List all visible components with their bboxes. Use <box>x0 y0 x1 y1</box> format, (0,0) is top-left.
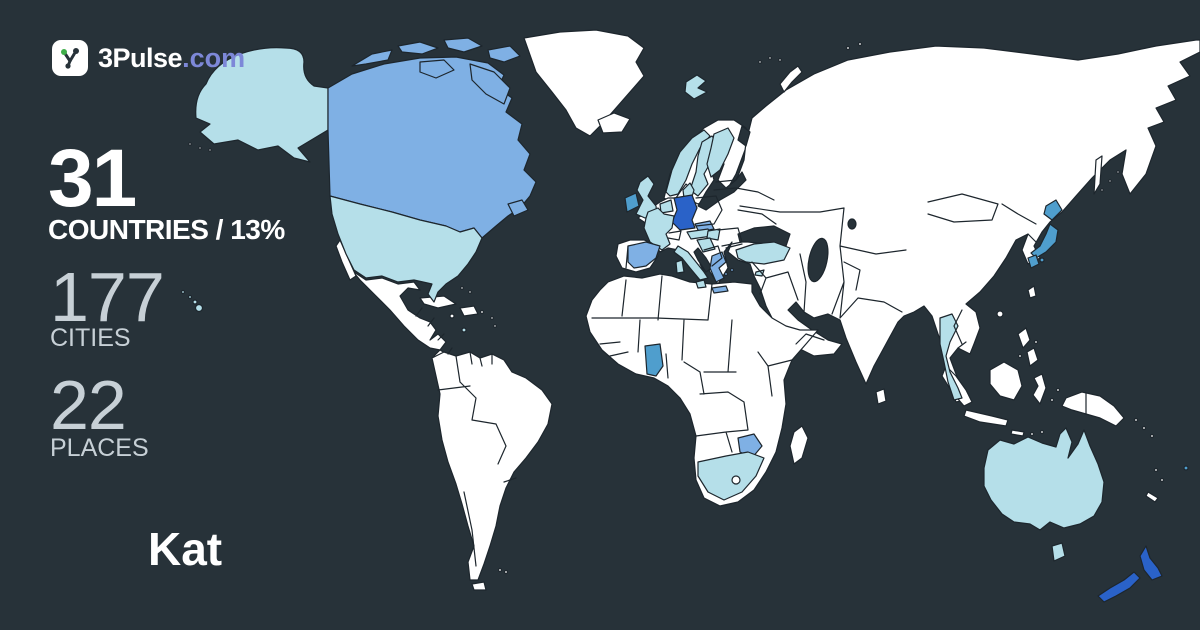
island <box>1149 433 1155 439</box>
country-cuba <box>419 295 457 309</box>
country-ghana <box>644 343 664 377</box>
country-italy <box>673 245 709 289</box>
hawaii-islands <box>180 289 204 313</box>
island <box>1108 179 1112 183</box>
island <box>490 316 494 320</box>
island <box>1100 188 1104 192</box>
eurasia-base <box>615 39 1200 403</box>
island <box>449 313 455 319</box>
aral-sea <box>847 218 857 230</box>
island-franz-josef <box>778 58 782 62</box>
country-japan <box>1027 199 1063 269</box>
country-australia <box>983 427 1105 531</box>
island <box>1116 170 1120 174</box>
country-greece <box>709 251 735 283</box>
country-hispaniola <box>459 305 479 317</box>
country-sakhalin <box>1093 155 1103 195</box>
country-finland <box>706 127 735 178</box>
country-mexico <box>345 255 447 351</box>
country-sulawesi <box>1032 373 1047 405</box>
country-borneo <box>989 361 1023 401</box>
island-hainan <box>996 310 1004 318</box>
country-thailand <box>939 313 963 401</box>
country-java <box>963 409 1009 427</box>
island <box>460 286 464 290</box>
lesser-sunda <box>1010 429 1025 437</box>
country-south-africa <box>697 451 765 501</box>
country-zimbabwe <box>737 433 763 459</box>
island-severnaya <box>857 41 863 47</box>
country-south-america <box>431 351 553 581</box>
island-franz-josef <box>768 56 772 60</box>
country-svalbard <box>684 74 708 100</box>
novaya-zemlya <box>779 65 803 93</box>
country-greenland <box>523 29 645 137</box>
country-france <box>643 207 675 251</box>
country-ireland <box>624 192 640 213</box>
island-crete <box>711 285 729 294</box>
caspian-sea <box>807 237 829 283</box>
island <box>493 324 497 328</box>
island-tasmania <box>1051 542 1066 562</box>
country-hungary <box>706 228 721 241</box>
country-germany <box>671 194 698 231</box>
island <box>1153 467 1159 473</box>
canada-arctic-islands <box>351 37 521 105</box>
island <box>1033 339 1039 345</box>
island <box>1141 425 1147 431</box>
country-sri-lanka <box>875 388 887 405</box>
country-turkey <box>735 241 791 265</box>
country-new-zealand <box>1097 545 1163 603</box>
country-iceland <box>597 112 631 134</box>
island-newfoundland <box>507 199 529 217</box>
adriatic-sea <box>693 247 713 273</box>
tierra-del-fuego <box>471 581 487 591</box>
island <box>1039 429 1045 435</box>
island-new-caledonia <box>1145 491 1159 503</box>
island <box>1049 397 1055 403</box>
island-franz-josef <box>758 60 762 64</box>
island <box>1029 431 1035 437</box>
island-aleutians <box>198 146 202 150</box>
country-philippines <box>1017 327 1031 349</box>
country-czechia <box>694 220 715 233</box>
island-caribbean <box>461 327 467 333</box>
country-new-guinea <box>1061 391 1125 427</box>
island-aleutians <box>188 142 192 146</box>
island <box>1159 477 1165 483</box>
island <box>503 569 509 575</box>
island <box>1133 417 1139 423</box>
island-fiji <box>1183 465 1189 471</box>
island-severnaya <box>845 45 851 51</box>
island <box>497 567 503 573</box>
country-spain <box>627 241 661 269</box>
country-madagascar <box>789 425 809 465</box>
country-alaska <box>195 47 329 163</box>
country-usa <box>329 195 483 303</box>
island <box>468 290 472 294</box>
island-cyprus <box>754 269 765 277</box>
island <box>1017 353 1023 359</box>
island-aleutians <box>208 148 212 152</box>
island <box>1055 387 1061 393</box>
island <box>479 309 485 315</box>
country-lesotho <box>731 475 741 485</box>
country-taiwan <box>1027 285 1037 299</box>
country-borders <box>415 179 1087 567</box>
white-sea <box>737 125 751 147</box>
country-philippines <box>1026 347 1039 367</box>
